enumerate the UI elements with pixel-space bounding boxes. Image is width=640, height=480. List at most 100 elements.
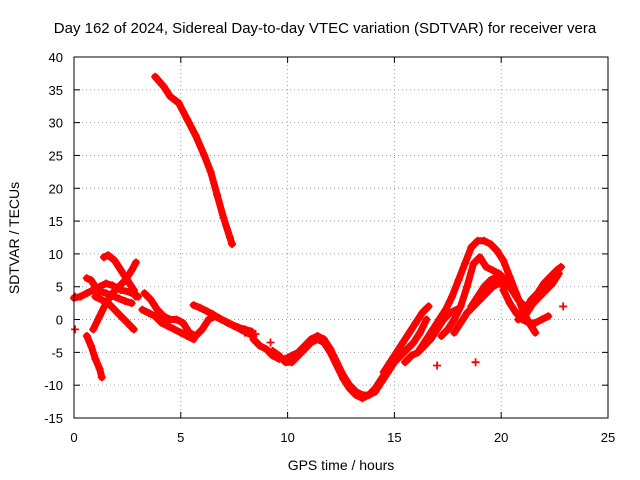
isolated-point xyxy=(559,302,568,311)
data-point xyxy=(116,266,125,275)
data-point xyxy=(424,302,433,311)
data-point xyxy=(358,394,367,403)
data-point xyxy=(159,312,168,321)
data-point xyxy=(473,292,482,301)
data-point xyxy=(129,286,138,295)
data-point xyxy=(159,82,168,91)
data-point xyxy=(140,289,149,298)
data-point xyxy=(514,295,523,304)
data-point xyxy=(450,328,459,337)
data-point xyxy=(392,348,401,357)
data-point xyxy=(512,308,521,317)
series-arc-f-jitter xyxy=(95,294,137,330)
y-tick-label: 10 xyxy=(49,247,63,262)
data-point xyxy=(104,299,113,308)
data-point xyxy=(407,351,416,360)
data-point xyxy=(91,354,100,363)
isolated-point xyxy=(251,329,260,338)
axis-ticks xyxy=(73,56,609,419)
data-point xyxy=(537,315,546,324)
data-point xyxy=(499,256,508,265)
data-point xyxy=(123,318,132,327)
data-point xyxy=(505,299,514,308)
data-point xyxy=(151,312,160,321)
data-point xyxy=(294,351,303,360)
data-point xyxy=(196,303,205,312)
data-point xyxy=(554,269,563,278)
data-point xyxy=(189,335,198,344)
data-point xyxy=(170,325,179,334)
data-point xyxy=(189,301,198,310)
data-point xyxy=(522,308,531,317)
data-point xyxy=(518,315,527,324)
data-point xyxy=(87,276,96,285)
data-point xyxy=(110,256,119,265)
data-point xyxy=(82,274,91,283)
data-point xyxy=(428,325,437,334)
data-point xyxy=(127,299,136,308)
x-tick-label: 15 xyxy=(387,430,401,445)
data-point xyxy=(114,294,123,303)
data-point xyxy=(131,292,140,301)
data-point xyxy=(121,297,130,306)
data-point xyxy=(437,331,446,340)
data-point xyxy=(114,282,123,291)
data-point xyxy=(422,315,431,324)
data-point xyxy=(219,213,228,222)
data-point xyxy=(300,345,309,354)
data-point xyxy=(307,338,316,347)
data-point xyxy=(409,338,418,347)
data-point xyxy=(108,281,117,290)
data-point xyxy=(91,292,100,301)
data-point xyxy=(183,115,192,124)
data-point xyxy=(255,341,264,350)
data-point xyxy=(542,286,551,295)
data-point xyxy=(249,335,258,344)
data-point xyxy=(377,374,386,383)
data-point xyxy=(539,279,548,288)
data-point xyxy=(416,328,425,337)
data-point xyxy=(488,266,497,275)
data-point xyxy=(345,384,354,393)
data-point xyxy=(87,341,96,350)
data-point xyxy=(339,374,348,383)
data-point xyxy=(405,328,414,337)
plot-frame xyxy=(73,56,609,419)
data-point xyxy=(557,263,566,272)
data-point xyxy=(153,305,162,314)
data-point xyxy=(326,348,335,357)
data-point xyxy=(469,259,478,268)
data-point xyxy=(492,246,501,255)
data-point xyxy=(448,292,457,301)
data-point xyxy=(176,328,185,337)
data-point xyxy=(499,276,508,285)
data-point xyxy=(548,279,557,288)
isolated-point xyxy=(471,358,480,367)
data-point xyxy=(454,276,463,285)
y-tick-label: 35 xyxy=(49,83,63,98)
data-point xyxy=(95,364,104,373)
data-point xyxy=(206,167,215,176)
data-point xyxy=(91,282,100,291)
isolated-point xyxy=(433,361,442,370)
data-point xyxy=(441,305,450,314)
data-point xyxy=(97,373,106,382)
data-point xyxy=(482,263,491,272)
data-point xyxy=(95,287,104,296)
data-point xyxy=(463,282,472,291)
data-point xyxy=(110,305,119,314)
series-arc-o-jitter xyxy=(420,238,539,350)
x-tick-label: 25 xyxy=(601,430,615,445)
data-point xyxy=(163,322,172,331)
data-point xyxy=(492,272,501,281)
data-point xyxy=(268,347,277,356)
data-point xyxy=(364,391,373,400)
data-point xyxy=(488,282,497,291)
data-point xyxy=(386,358,395,367)
data-point xyxy=(108,289,117,298)
series-arc-b-jitter xyxy=(86,333,105,378)
data-point xyxy=(351,391,360,400)
data-point xyxy=(228,240,237,249)
series-arc-r-jitter xyxy=(471,274,513,307)
data-point xyxy=(97,295,106,304)
